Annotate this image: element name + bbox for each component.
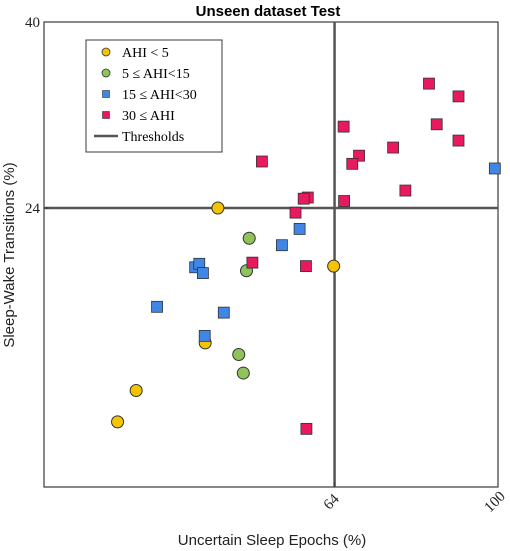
data-point-series-4 bbox=[399, 184, 412, 197]
data-point-series-4 bbox=[338, 195, 350, 207]
legend: AHI < 5 5 ≤ AHI<15 15 ≤ AHI<30 30 ≤ AHI Thre… bbox=[85, 39, 223, 153]
x-tick-label: 100 bbox=[482, 489, 509, 516]
legend-label: 15 ≤ AHI<30 bbox=[122, 88, 197, 103]
data-point-series-4 bbox=[246, 256, 259, 269]
data-point-series-3 bbox=[293, 223, 306, 235]
y-tick-label: 24 bbox=[25, 201, 41, 217]
data-point-series-2 bbox=[232, 347, 246, 361]
chart-title: Unseen dataset Test bbox=[196, 3, 341, 20]
data-point-series-1 bbox=[327, 259, 341, 273]
data-point-series-4 bbox=[430, 118, 443, 131]
data-point-series-2 bbox=[236, 366, 250, 380]
legend-marker bbox=[102, 111, 110, 119]
data-point-series-4 bbox=[353, 149, 365, 162]
data-point-series-3 bbox=[196, 267, 209, 280]
data-point-series-4 bbox=[297, 192, 310, 205]
legend-marker bbox=[102, 90, 110, 98]
x-axis-label: Uncertain Sleep Epochs (%) bbox=[178, 532, 366, 549]
data-point-series-4 bbox=[452, 90, 465, 103]
legend-label: AHI < 5 bbox=[122, 46, 169, 61]
data-point-series-4 bbox=[346, 157, 359, 170]
data-point-series-4 bbox=[300, 260, 312, 273]
data-point-series-4 bbox=[300, 422, 313, 435]
data-point-series-4 bbox=[337, 120, 350, 133]
data-point-series-3 bbox=[217, 306, 230, 319]
data-point-series-3 bbox=[151, 300, 163, 313]
tick-marks bbox=[44, 21, 499, 487]
data-point-series-4 bbox=[423, 77, 435, 90]
data-point-series-1 bbox=[211, 201, 225, 215]
legend-marker bbox=[101, 47, 111, 57]
y-axis-label: Sleep-Wake Transitions (%) bbox=[1, 162, 18, 347]
legend-label: Thresholds bbox=[122, 130, 184, 145]
data-point-series-2 bbox=[242, 231, 256, 245]
data-point-series-3 bbox=[488, 162, 501, 175]
data-point-series-1 bbox=[129, 384, 143, 398]
legend-marker bbox=[101, 68, 111, 78]
data-point-series-3 bbox=[275, 239, 288, 252]
x-tick-label: 64 bbox=[321, 491, 343, 513]
data-point-series-3 bbox=[198, 329, 211, 342]
legend-label: 5 ≤ AHI<15 bbox=[122, 67, 190, 82]
data-point-series-4 bbox=[452, 134, 465, 147]
data-point-series-4 bbox=[387, 141, 400, 154]
threshold-lines bbox=[44, 22, 498, 487]
y-tick-label: 40 bbox=[25, 15, 40, 31]
data-point-series-4 bbox=[256, 155, 268, 168]
legend-label: 30 ≤ AHI bbox=[122, 109, 175, 124]
data-point-series-1 bbox=[111, 415, 125, 429]
data-point-series-4 bbox=[289, 206, 302, 219]
data-points bbox=[111, 77, 501, 435]
